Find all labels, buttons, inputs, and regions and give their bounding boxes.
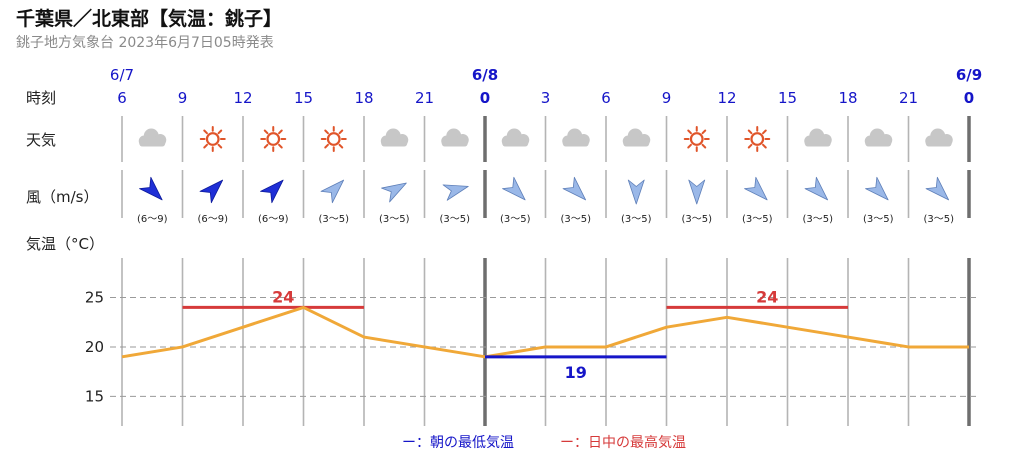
cloud-icon: [380, 128, 409, 147]
max-temp-label: 24: [756, 287, 778, 306]
wind-speed-label: (3〜5): [439, 214, 470, 225]
row-label-temp: 気温（°C）: [26, 235, 104, 253]
row-label-wind: 風（m/s）: [26, 188, 98, 206]
cloud-icon: [138, 128, 167, 147]
wind-speed-label: (3〜5): [621, 214, 652, 225]
page-subtitle: 銚子地方気象台 2023年6月7日05時発表: [16, 35, 274, 51]
wind-speed-label: (3〜5): [863, 214, 894, 225]
temp-chart: 24 24 19: [121, 287, 969, 382]
wind-speed-label: (3〜5): [742, 214, 773, 225]
cloud-icon: [925, 128, 953, 147]
hour-label: 0: [480, 89, 490, 107]
sun-icon: [320, 126, 347, 152]
cloud-icon: [864, 128, 893, 147]
sun-icon: [199, 126, 226, 152]
wind-speed-label: (6〜9): [137, 214, 168, 225]
wind-arrow-icon: [260, 179, 284, 204]
hour-label: 15: [294, 89, 313, 107]
wind-arrow-icon: [627, 179, 645, 205]
cloud-icon: [804, 128, 832, 147]
date-label: 6/9: [956, 66, 982, 84]
y-tick-label: 15: [85, 387, 104, 405]
sun-icon: [683, 126, 710, 152]
legend-item: ー：日中の最高気温: [560, 434, 686, 451]
chart-legend: ー：朝の最低気温 ー：日中の最高気温: [402, 434, 686, 451]
wind-speed-label: (6〜9): [258, 214, 289, 225]
legend-item: ー：朝の最低気温: [402, 435, 514, 451]
wind-speed-label: (6〜9): [197, 214, 228, 225]
wind-speed-label: (3〜5): [560, 214, 591, 225]
y-tick-label: 20: [85, 338, 104, 356]
cloud-icon: [441, 128, 469, 147]
y-tick-label: 25: [85, 289, 104, 307]
y-axis: 15 20 25: [85, 289, 104, 406]
hour-label: 0: [964, 89, 974, 107]
sun-icon: [744, 126, 771, 152]
hour-label: 3: [541, 89, 551, 107]
wind-arrow-icon: [502, 176, 526, 201]
hour-label: 15: [778, 89, 797, 107]
max-temp-label: 24: [272, 287, 294, 306]
row-label-time: 時刻: [26, 89, 56, 107]
wind-arrow-icon: [381, 182, 407, 203]
date-label: 6/8: [472, 66, 498, 84]
wind-speed-label: (3〜5): [379, 214, 410, 225]
hour-label: 9: [178, 89, 188, 107]
wind-arrow-icon: [562, 176, 587, 201]
wind-speed-label: (3〜5): [802, 214, 833, 225]
weather-row: [138, 126, 953, 152]
row-label-weather: 天気: [26, 131, 56, 149]
wind-arrow-icon: [139, 176, 163, 201]
wind-arrow-icon: [865, 176, 889, 201]
wind-arrow-icon: [744, 176, 768, 201]
wind-speed-label: (3〜5): [923, 214, 954, 225]
wind-speed-label: (3〜5): [318, 214, 349, 225]
time-axis: 6 9 12 15 18 21 0 3 6 9 12 15 18 21 0 6/7 6/8 6/9: [110, 66, 982, 107]
wind-arrow-icon: [199, 179, 224, 204]
sun-icon: [260, 126, 287, 152]
wind-speed-label: (3〜5): [500, 214, 531, 225]
cloud-icon: [622, 128, 651, 147]
temperature-line: [121, 305, 969, 359]
wind-arrow-icon: [688, 179, 706, 205]
date-label: 6/7: [110, 66, 134, 84]
hour-label: 18: [354, 89, 373, 107]
page-title: 千葉県／北東部【気温：銚子】: [16, 8, 283, 30]
hour-label: 12: [717, 89, 736, 107]
cloud-icon: [562, 128, 590, 147]
wind-arrow-icon: [925, 176, 950, 201]
hour-label: 21: [415, 89, 434, 107]
min-temp-label: 19: [565, 363, 587, 382]
wind-arrow-icon: [320, 179, 345, 204]
hour-label: 6: [601, 89, 611, 107]
wind-row: (6〜9) (6〜9) (6〜9) (3〜5) (3〜5) (3〜5) (3〜5) (3〜5)…: [137, 176, 954, 225]
hour-label: 9: [662, 89, 672, 107]
chart-grid: [110, 116, 979, 426]
wind-speed-label: (3〜5): [681, 214, 712, 225]
hour-label: 6: [117, 89, 127, 107]
hour-label: 21: [899, 89, 918, 107]
wind-arrow-icon: [442, 184, 469, 201]
wind-arrow-icon: [804, 176, 829, 201]
cloud-icon: [501, 128, 530, 147]
hour-label: 12: [233, 89, 252, 107]
hour-label: 18: [838, 89, 857, 107]
